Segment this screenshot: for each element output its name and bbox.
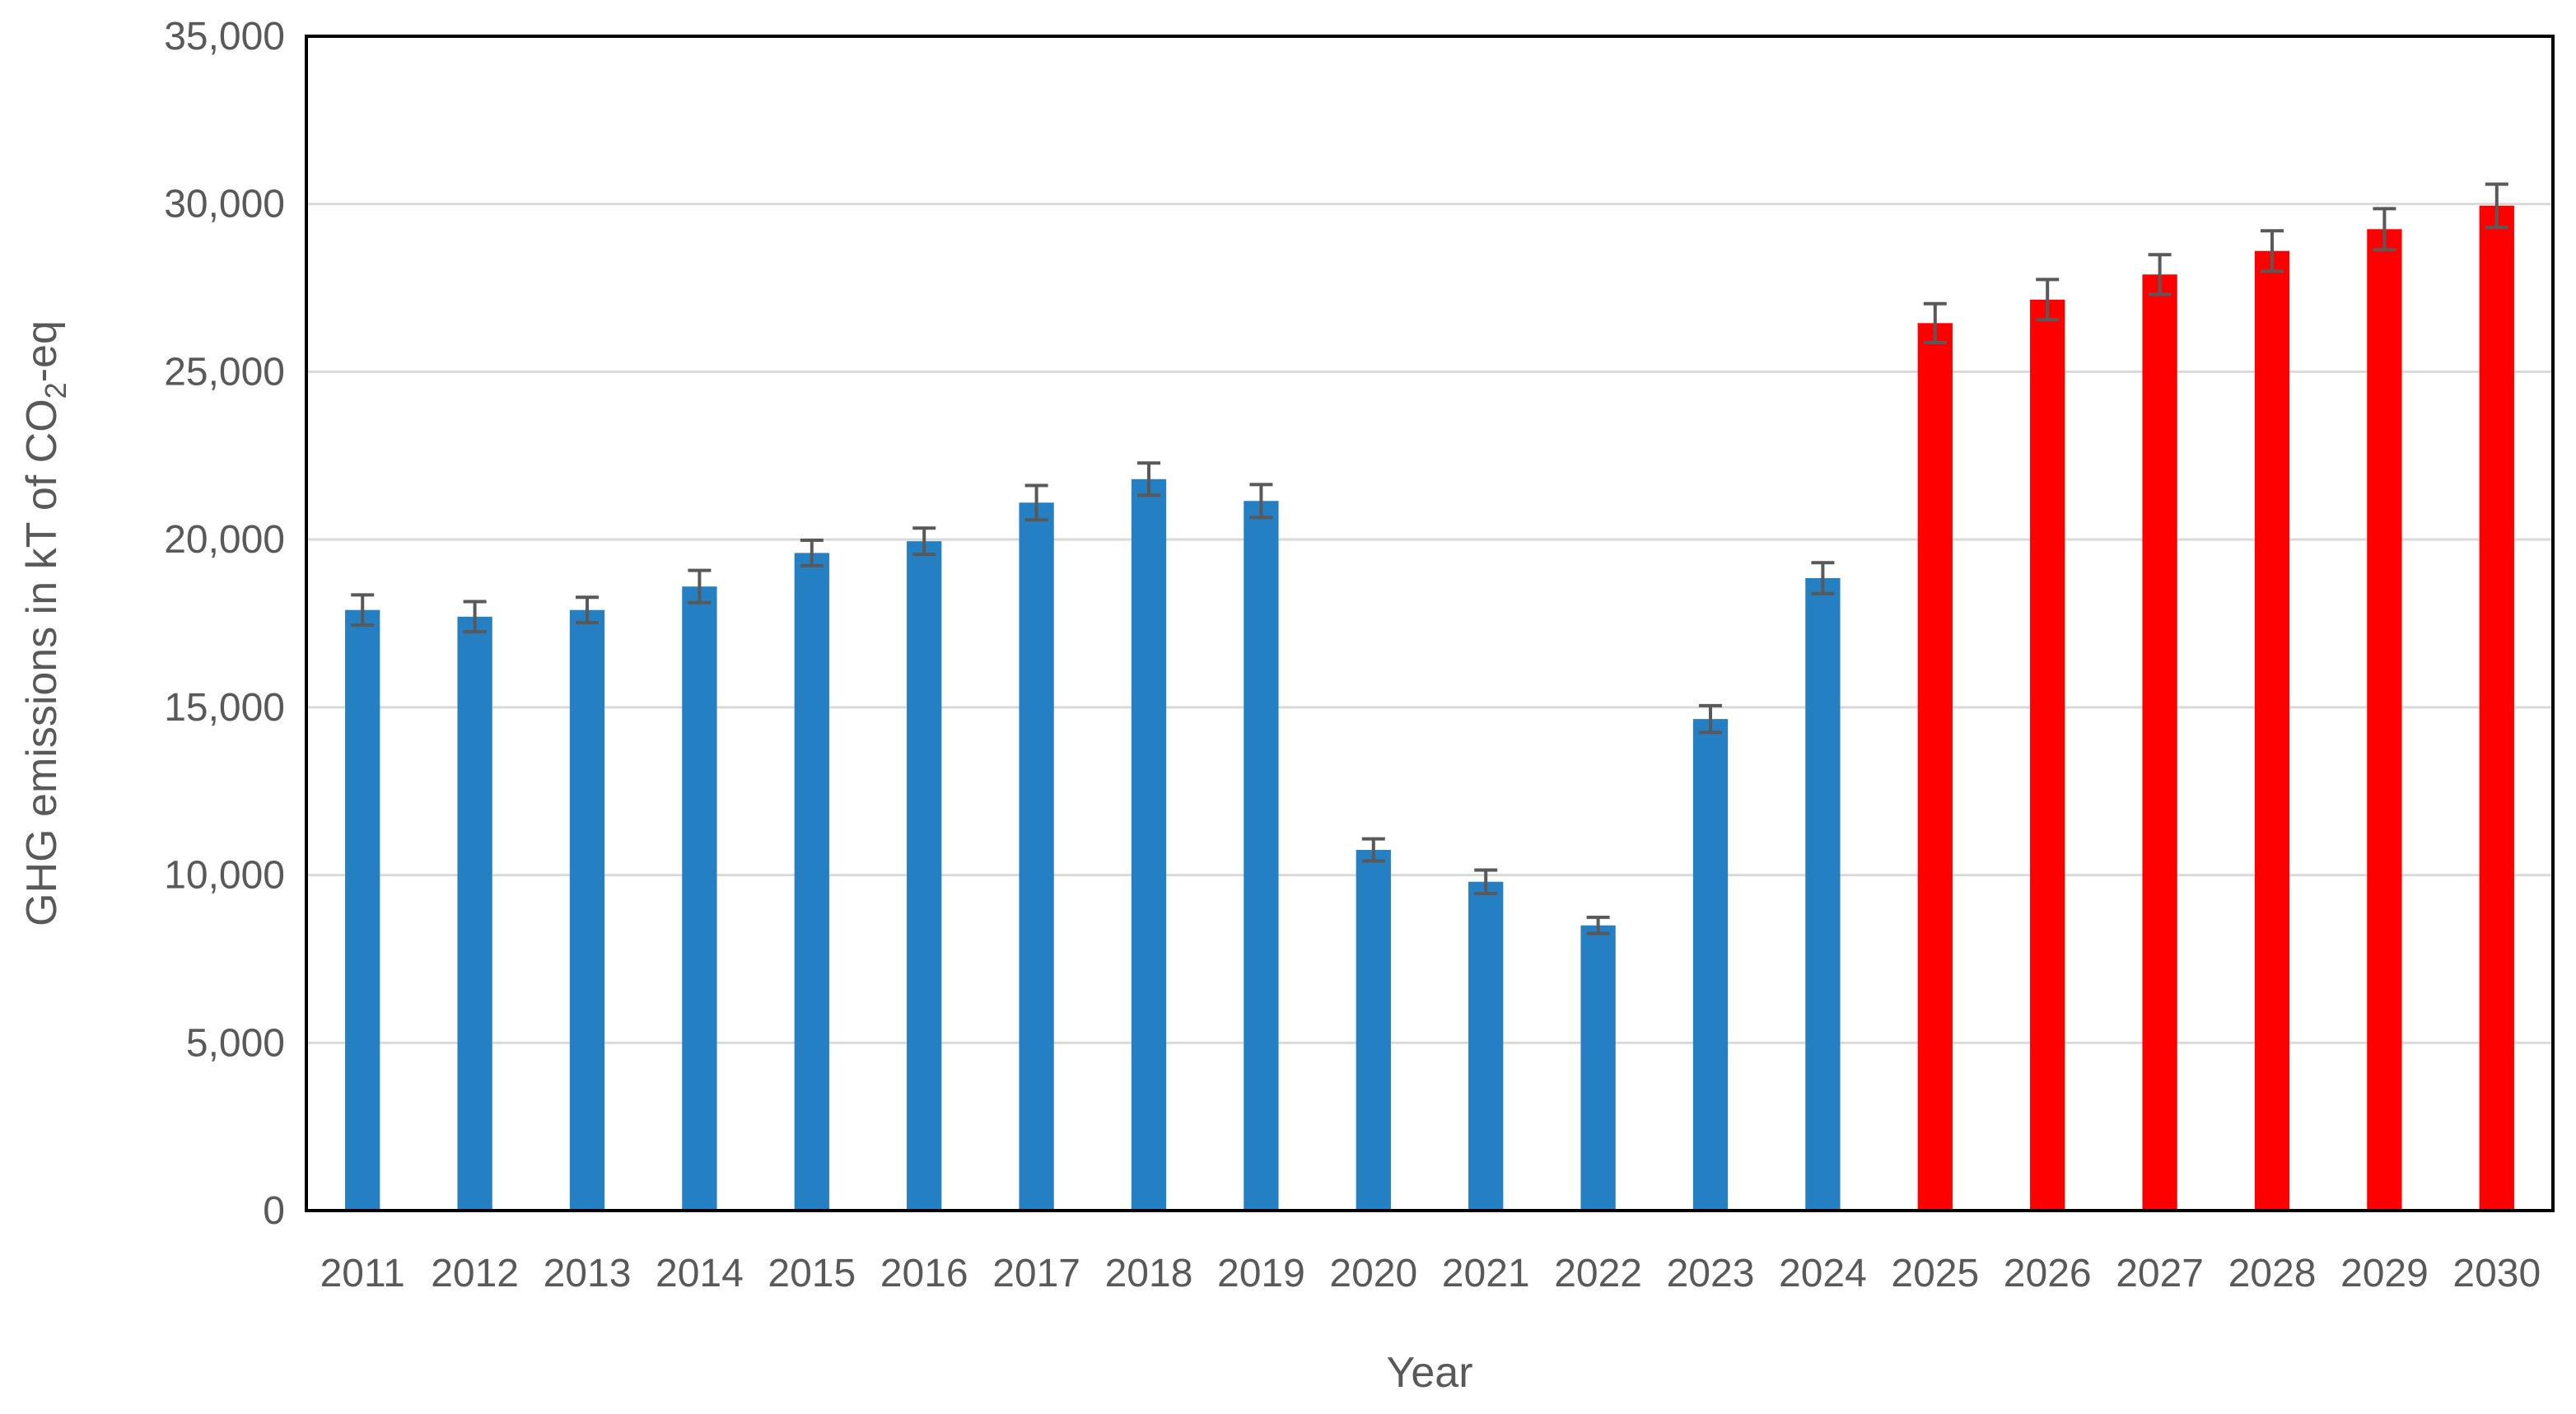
error-bar-2019 [1249,483,1273,520]
x-tick-label: 2027 [2116,1252,2204,1295]
error-bar-2020 [1361,837,1385,863]
bar-2025 [1917,323,1953,1211]
bar-2013 [569,609,605,1211]
error-bar-2016 [912,526,936,557]
x-tick-label: 2021 [1442,1252,1530,1295]
bar-2014 [682,586,717,1211]
x-tick-label: 2013 [544,1252,632,1295]
error-bar-2021 [1474,868,1498,895]
x-tick-label: 2024 [1779,1252,1867,1295]
error-bar-2030 [2485,182,2508,229]
error-bar-2012 [463,600,487,634]
bar-2015 [794,553,829,1211]
y-tick-label: 35,000 [164,15,285,58]
bar-2029 [2367,229,2402,1211]
plot-frame [305,35,2555,1212]
error-bar-2023 [1699,703,1722,735]
bar-2020 [1356,850,1391,1211]
bar-2023 [1692,719,1729,1211]
x-tick-label: 2012 [431,1252,519,1295]
error-bar-2017 [1024,483,1048,522]
x-tick-label: 2025 [1891,1252,1979,1295]
y-tick-label: 25,000 [164,350,285,394]
x-tick-label: 2026 [2004,1252,2092,1295]
error-bar-2022 [1586,915,1610,936]
y-tick-label: 30,000 [164,183,285,226]
y-tick-label: 0 [263,1189,285,1233]
x-tick-label: 2030 [2452,1252,2541,1295]
bar-2011 [345,609,380,1211]
y-tick-label: 10,000 [164,854,285,898]
y-tick-label: 5,000 [186,1021,285,1065]
x-tick-label: 2022 [1554,1252,1642,1295]
x-tick-label: 2028 [2228,1252,2317,1295]
error-bar-2028 [2261,229,2284,273]
bar-2026 [2030,299,2065,1211]
y-tick-label: 15,000 [164,686,285,730]
error-bar-2014 [688,568,712,604]
error-bar-2024 [1811,561,1835,595]
bar-2022 [1580,925,1616,1211]
y-axis-title-main: GHG emissions in kT of CO [18,399,66,926]
bar-2024 [1805,577,1841,1211]
error-bar-2015 [800,538,824,567]
error-bar-2029 [2373,207,2396,252]
x-tick-label: 2015 [768,1252,856,1295]
bar-2012 [457,616,492,1211]
x-tick-label: 2020 [1329,1252,1417,1295]
x-tick-label: 2016 [880,1252,968,1295]
y-axis-title: GHG emissions in kT of CO2-eq [18,320,72,926]
x-tick-label: 2011 [320,1252,405,1295]
y-axis-title-suffix: -eq [18,320,66,382]
x-tick-labels: 2011 2012 2013 2014 2015 2016 2017 2018 2019 2020… [320,1252,2541,1295]
bars [345,205,2514,1211]
bar-2021 [1468,881,1504,1211]
x-tick-label: 2017 [992,1252,1080,1295]
x-tick-label: 2019 [1217,1252,1305,1295]
bar-2019 [1244,501,1279,1211]
y-tick-label: 20,000 [164,518,285,562]
gridlines [306,203,2553,1044]
x-axis-title: Year [1386,1349,1472,1397]
bar-2030 [2479,205,2514,1211]
x-tick-label: 2023 [1667,1252,1755,1295]
error-bar-2011 [351,593,375,628]
error-bar-2025 [1923,301,1947,344]
bar-2016 [907,541,942,1211]
bar-2018 [1131,478,1167,1211]
x-tick-label: 2029 [2340,1252,2429,1295]
error-bar-2013 [576,595,599,625]
error-bars [351,182,2508,936]
bar-2028 [2254,250,2290,1211]
error-bar-2018 [1137,461,1160,497]
y-axis-title-subscript: 2 [39,382,72,399]
error-bar-2027 [2148,253,2172,296]
bar-2017 [1019,502,1054,1211]
error-bar-2026 [2036,278,2060,322]
bar-2027 [2142,274,2177,1211]
x-tick-label: 2018 [1105,1252,1193,1295]
x-tick-label: 2014 [656,1252,744,1295]
y-tick-labels: 0 5,000 10,000 15,000 20,000 25,000 30,000 35,0… [164,15,285,1233]
